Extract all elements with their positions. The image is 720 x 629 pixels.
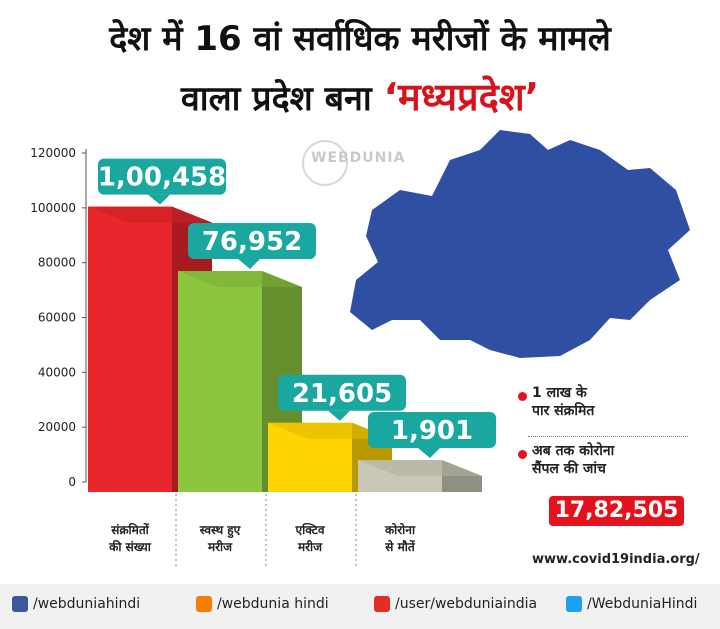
note-line: पार संक्रमित	[532, 403, 595, 419]
footer-blogger[interactable]: /webdunia hindi	[196, 596, 329, 612]
note-line: सैंपल की जांच	[532, 461, 606, 477]
bar	[88, 206, 172, 493]
title-prefix: वाला प्रदेश बना	[180, 79, 384, 119]
y-axis: 0 20000 40000 60000 80000 100000 120000	[30, 146, 87, 489]
bar-top	[268, 422, 392, 439]
bullet-icon	[518, 392, 527, 401]
bar-top	[358, 460, 482, 476]
data-label-pointer	[148, 194, 170, 205]
webdunia-logo-ring	[302, 140, 348, 186]
bar-chart: 0 20000 40000 60000 80000 100000 120000 1,00,4…	[30, 130, 690, 566]
footer-text: /webduniahindi	[33, 596, 141, 612]
y-tick-label: 60000	[38, 311, 76, 325]
data-label: 21,605	[292, 379, 392, 409]
y-tick-label: 20000	[38, 420, 76, 434]
data-label-bubble	[278, 374, 406, 411]
divider	[528, 436, 688, 437]
social-footer: /webduniahindi /webdunia hindi /user/web…	[0, 584, 720, 629]
webdunia-logo: WEBDUNIA	[311, 150, 406, 166]
y-tick-label: 0	[68, 475, 76, 489]
madhya-pradesh-map	[350, 130, 690, 358]
category-label: कोरोना	[384, 523, 416, 537]
category-label: से मौतें	[384, 540, 416, 554]
category-label: मरीज	[297, 540, 323, 554]
footer-twitter[interactable]: /WebduniaHindi	[566, 596, 697, 612]
category-label: एक्टिव	[294, 523, 325, 537]
title-line-2: वाला प्रदेश बना ‘मध्यप्रदेश’	[0, 70, 720, 122]
note-line: 1 लाख के	[532, 385, 587, 401]
y-tick-label: 40000	[38, 365, 76, 379]
data-label-pointer	[328, 410, 350, 421]
bar-top	[88, 206, 212, 223]
bars	[88, 206, 482, 493]
footer-text: /webdunia hindi	[217, 596, 329, 612]
data-label-bubble	[188, 223, 316, 260]
youtube-icon	[374, 596, 390, 612]
data-label-bubble	[98, 158, 226, 195]
twitter-icon	[566, 596, 582, 612]
tests-count-badge: 17,82,505	[549, 496, 684, 526]
y-tick-label: 80000	[38, 256, 76, 270]
note-line: अब तक कोरोना	[532, 443, 615, 459]
map-shape	[350, 130, 690, 358]
data-label: 1,00,458	[98, 163, 226, 193]
facebook-icon	[12, 596, 28, 612]
bullet-icon	[518, 450, 527, 459]
category-labels: संक्रमितोंकी संख्यास्वस्थ हुएमरीजएक्टिवम…	[108, 494, 416, 566]
note-tests: अब तक कोरोना सैंपल की जांच	[532, 442, 614, 478]
category-label: संक्रमितों	[110, 523, 150, 537]
footer-facebook[interactable]: /webduniahindi	[12, 596, 140, 612]
data-label: 76,952	[202, 227, 302, 257]
data-label-pointer	[238, 259, 260, 270]
data-labels: 1,00,458 76,952 21,605 1,901	[98, 158, 496, 458]
category-label: की संख्या	[108, 540, 152, 554]
footer-youtube[interactable]: /user/webduniaindia	[374, 596, 537, 612]
data-label-pointer	[418, 448, 440, 458]
title-highlight: ‘मध्यप्रदेश’	[383, 75, 540, 119]
source-link[interactable]: www.covid19india.org/	[532, 552, 700, 567]
category-label: स्वस्थ हुए	[199, 523, 242, 539]
data-label: 1,901	[391, 416, 473, 446]
bar-top	[178, 271, 302, 288]
title-line-1: देश में 16 वां सर्वाधिक मरीजों के मामले	[109, 19, 611, 59]
data-label-bubble	[368, 412, 496, 448]
y-tick-label: 120000	[30, 146, 76, 160]
footer-text: /user/webduniaindia	[395, 596, 538, 612]
category-label: मरीज	[207, 540, 233, 554]
blogger-icon	[196, 596, 212, 612]
y-tick-label: 100000	[30, 201, 76, 215]
note-infected: 1 लाख के पार संक्रमित	[532, 384, 594, 420]
bar	[178, 271, 262, 492]
footer-text: /WebduniaHindi	[587, 596, 698, 612]
